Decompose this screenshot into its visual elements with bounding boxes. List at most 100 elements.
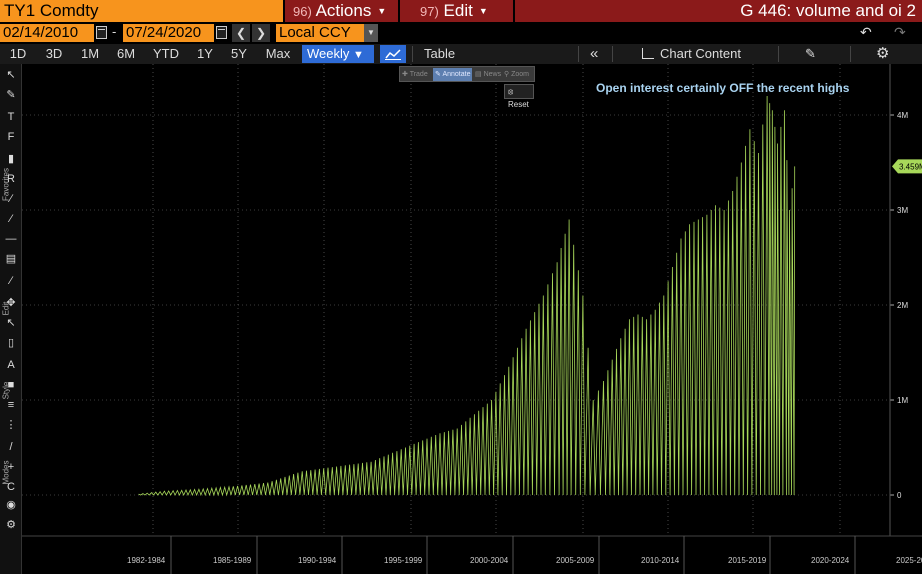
caret-down-icon: ▼: [478, 6, 488, 16]
line-chart-icon[interactable]: [380, 45, 406, 63]
table-button[interactable]: Table: [424, 46, 456, 61]
fibonacci-icon[interactable]: F: [7, 131, 15, 143]
divider: [778, 46, 779, 62]
y-tick-label: 1M: [897, 396, 908, 405]
magnet-icon[interactable]: C: [7, 481, 15, 493]
zoom-button[interactable]: ⚲ Zoom: [504, 71, 529, 78]
color-icon[interactable]: ◉: [6, 499, 16, 511]
pencil-icon[interactable]: ✎: [805, 46, 816, 61]
pointer-icon[interactable]: ↖: [6, 69, 16, 81]
modes-section-label: Modes: [1, 460, 11, 485]
gear-icon[interactable]: ⚙: [876, 45, 890, 62]
actions-menu-button[interactable]: 96) Actions ▼: [285, 0, 398, 22]
period-1d-button[interactable]: 1D: [9, 46, 27, 61]
y-tick-label: 4M: [897, 111, 908, 120]
chart-toolbar: 1D 3D 1M 6M YTD 1Y 5Y Max Weekly ▼ Table…: [0, 44, 922, 64]
news-button[interactable]: ▤ News: [475, 71, 502, 78]
x-tick-label: 2005-2009: [556, 556, 595, 565]
calendar-icon[interactable]: [96, 26, 107, 39]
settings-icon[interactable]: ⚙: [6, 519, 16, 531]
x-tick-label: 2020-2024: [811, 556, 850, 565]
actions-menu-label: Actions: [315, 1, 372, 20]
collapse-icon[interactable]: «: [590, 45, 599, 62]
edit-menu-button[interactable]: 97) Edit ▼: [400, 0, 513, 22]
divider: [412, 46, 413, 62]
trade-button[interactable]: ✚ Trade: [402, 71, 428, 78]
series-line: [138, 95, 796, 497]
ticker-field[interactable]: TY1 Comdty: [0, 0, 283, 22]
fill-icon[interactable]: ■: [7, 379, 15, 391]
period-3d-button[interactable]: 3D: [45, 46, 63, 61]
frequency-label: Weekly: [307, 46, 350, 61]
period-max-button[interactable]: Max: [265, 46, 291, 61]
x-tick-label: 1990-1994: [298, 556, 337, 565]
chevron-left-icon[interactable]: ❮: [232, 24, 250, 42]
chart-mini-toolbar: ✚ Trade ✎ Annotate ▤ News ⚲ Zoom: [399, 66, 535, 82]
text-icon[interactable]: T: [7, 111, 15, 123]
undo-icon[interactable]: ↶: [860, 24, 872, 40]
reset-button[interactable]: ⦻ Reset: [504, 84, 534, 109]
last-value-label: 3.459M: [899, 162, 922, 171]
caret-down-icon[interactable]: ▼: [364, 24, 378, 42]
chart-annotation: Open interest certainly OFF the recent h…: [596, 81, 850, 95]
caret-down-icon: ▼: [377, 6, 387, 16]
y-tick-label: 2M: [897, 301, 908, 310]
trash-icon[interactable]: ▯: [7, 337, 15, 349]
layers-icon[interactable]: ▤: [5, 253, 17, 265]
redo-icon[interactable]: ↷: [894, 24, 906, 40]
move-icon[interactable]: ✥: [6, 297, 16, 309]
period-1m-button[interactable]: 1M: [80, 46, 100, 61]
period-5y-button[interactable]: 5Y: [231, 46, 247, 61]
divider: [612, 46, 613, 62]
x-tick-label: 1995-1999: [384, 556, 423, 565]
plus-icon[interactable]: +: [7, 461, 15, 473]
date-range-bar: 02/14/2010 - 07/24/2020 ❮ ❯ Local CCY ▼ …: [0, 23, 922, 43]
y-tick-label: 0: [897, 491, 902, 500]
bars-icon[interactable]: ▮: [7, 153, 15, 165]
chart-title: G 446: volume and oi 2: [515, 0, 922, 22]
currency-select[interactable]: Local CCY: [276, 24, 364, 42]
start-date-field[interactable]: 02/14/2010: [0, 24, 94, 42]
chart-content-button[interactable]: Chart Content: [642, 44, 741, 64]
pencil-icon[interactable]: ✎: [6, 89, 16, 101]
draw-line-icon[interactable]: ∕: [10, 275, 12, 287]
x-tick-label: 2010-2014: [641, 556, 680, 565]
x-tick-label: 2025-2029: [896, 556, 922, 565]
x-tick-label: 1985-1989: [213, 556, 252, 565]
x-tick-label: 2000-2004: [470, 556, 509, 565]
end-date-field[interactable]: 07/24/2020: [123, 24, 214, 42]
chart-content-icon: [642, 48, 654, 59]
r-icon[interactable]: R: [7, 173, 15, 185]
calendar-icon[interactable]: [216, 26, 227, 39]
caret-down-icon: ▼: [353, 49, 364, 61]
actions-menu-number: 96): [293, 4, 312, 19]
chart-svg[interactable]: 0 1M 2M 3M 4M 3.459M 1982-1984 1985-1989 1990-19…: [22, 64, 922, 574]
brush-icon[interactable]: ∕: [10, 193, 12, 205]
x-tick-label: 1982-1984: [127, 556, 166, 565]
font-icon[interactable]: A: [7, 359, 15, 371]
annotate-button[interactable]: ✎ Annotate: [433, 68, 473, 81]
line-icon[interactable]: ⁄: [10, 213, 12, 225]
style-section-label: Style: [1, 381, 11, 400]
drawing-toolbar: ↖ ✎ T F ▮ R ∕ ⁄ — ▤ ∕ ✥ ↖ ▯ A ■ ≡ ⋮ / + …: [0, 64, 22, 574]
edit-section-label: Edit: [1, 301, 11, 316]
edit-menu-number: 97): [420, 4, 439, 19]
last-value-badge: [892, 159, 922, 174]
chevron-right-icon[interactable]: ❯: [252, 24, 270, 42]
slash-icon[interactable]: /: [9, 441, 13, 453]
frequency-dropdown[interactable]: Weekly ▼: [302, 45, 374, 63]
line-style-icon[interactable]: ⋮: [5, 419, 17, 431]
period-1y-button[interactable]: 1Y: [197, 46, 213, 61]
dash-icon[interactable]: —: [5, 233, 17, 245]
divider: [850, 46, 851, 62]
x-tick-label: 2015-2019: [728, 556, 767, 565]
line-weight-icon[interactable]: ≡: [7, 399, 15, 411]
edit-menu-label: Edit: [443, 1, 473, 20]
chart-area[interactable]: 0 1M 2M 3M 4M 3.459M 1982-1984 1985-1989 1990-19…: [22, 64, 922, 574]
date-separator: -: [112, 24, 117, 39]
favorites-section-label: Favorites: [1, 168, 11, 201]
cursor-icon[interactable]: ↖: [6, 317, 16, 329]
y-tick-label: 3M: [897, 206, 908, 215]
period-ytd-button[interactable]: YTD: [153, 46, 179, 61]
period-6m-button[interactable]: 6M: [116, 46, 136, 61]
